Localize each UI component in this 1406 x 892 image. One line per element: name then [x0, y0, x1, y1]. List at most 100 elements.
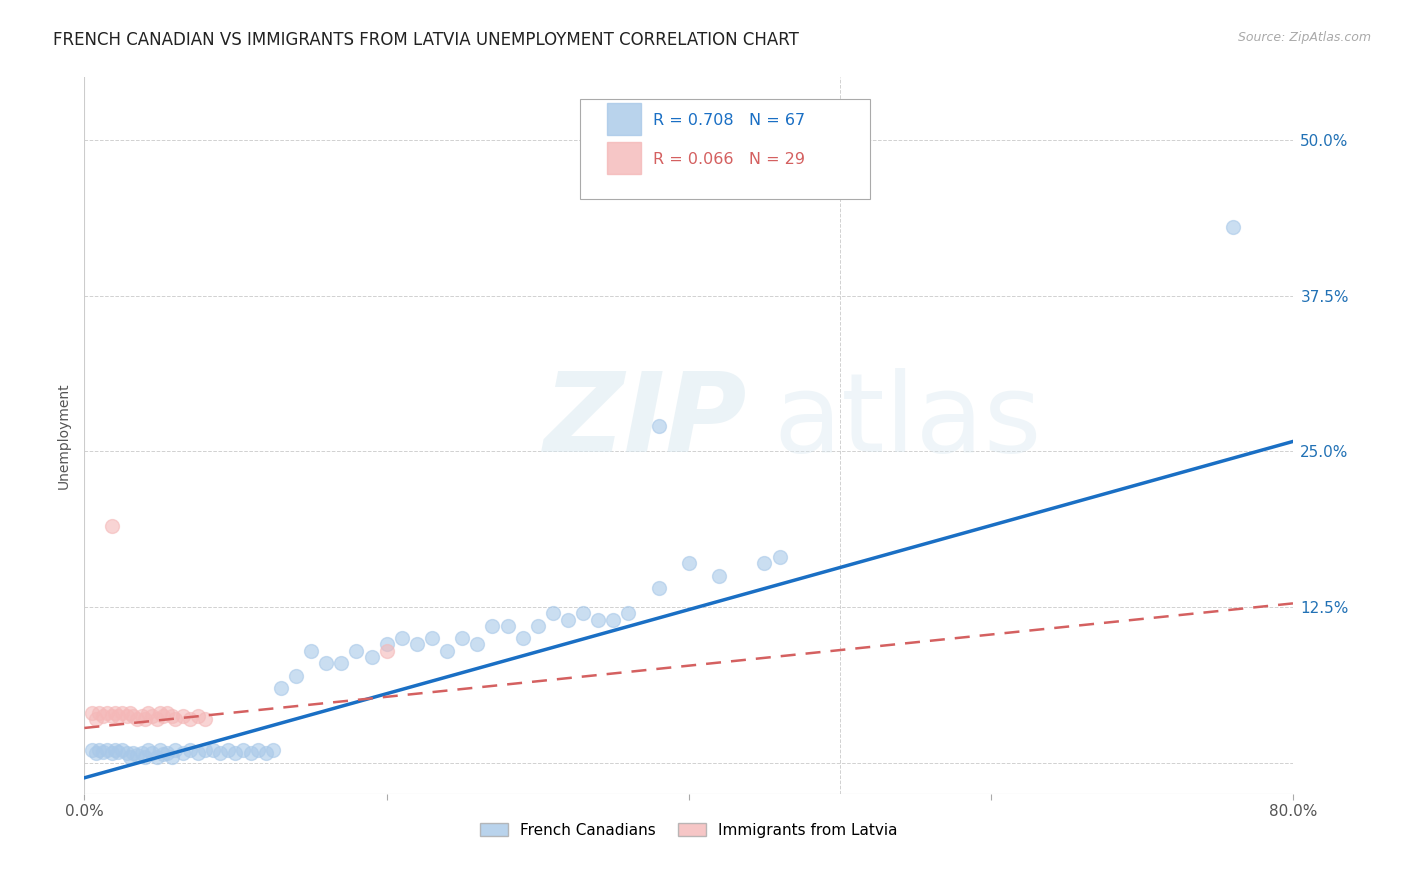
Text: FRENCH CANADIAN VS IMMIGRANTS FROM LATVIA UNEMPLOYMENT CORRELATION CHART: FRENCH CANADIAN VS IMMIGRANTS FROM LATVI… — [53, 31, 799, 49]
Point — [768, 550, 790, 565]
Point — [647, 419, 669, 434]
Point — [284, 668, 307, 682]
Point — [104, 706, 127, 720]
Point — [299, 643, 322, 657]
Point — [91, 708, 114, 723]
Point — [141, 708, 163, 723]
Point — [165, 712, 187, 726]
Point — [89, 706, 111, 720]
FancyBboxPatch shape — [581, 99, 870, 199]
Point — [179, 712, 201, 726]
Point — [465, 637, 488, 651]
Point — [104, 743, 127, 757]
Point — [86, 746, 108, 760]
Point — [111, 706, 134, 720]
Point — [754, 557, 776, 571]
Bar — [606, 142, 641, 174]
Point — [149, 743, 172, 757]
Point — [80, 706, 103, 720]
Bar — [606, 103, 641, 135]
Point — [96, 743, 118, 757]
Point — [134, 712, 156, 726]
Point — [80, 743, 103, 757]
Point — [602, 613, 624, 627]
Point — [146, 749, 169, 764]
Point — [121, 746, 143, 760]
Point — [375, 643, 398, 657]
Point — [107, 745, 129, 759]
Point — [100, 708, 122, 723]
Point — [160, 708, 183, 723]
Point — [152, 708, 174, 723]
Point — [707, 569, 730, 583]
Text: R = 0.066   N = 29: R = 0.066 N = 29 — [652, 153, 804, 168]
Point — [89, 743, 111, 757]
Point — [127, 748, 149, 763]
Point — [149, 706, 172, 720]
Point — [107, 708, 129, 723]
Point — [121, 708, 143, 723]
Point — [270, 681, 292, 695]
Point — [209, 746, 232, 760]
Point — [118, 706, 141, 720]
Point — [360, 649, 382, 664]
Point — [179, 743, 201, 757]
Point — [100, 519, 122, 533]
Point — [91, 745, 114, 759]
Point — [512, 632, 534, 646]
Point — [262, 743, 284, 757]
Text: atlas: atlas — [773, 368, 1042, 475]
Point — [127, 712, 149, 726]
Point — [115, 708, 138, 723]
Point — [375, 637, 398, 651]
Point — [131, 708, 153, 723]
Point — [496, 619, 519, 633]
Point — [1222, 219, 1244, 234]
Point — [254, 746, 277, 760]
Point — [187, 746, 209, 760]
Point — [165, 743, 187, 757]
Point — [115, 746, 138, 760]
Legend: French Canadians, Immigrants from Latvia: French Canadians, Immigrants from Latvia — [474, 816, 904, 844]
Point — [239, 746, 262, 760]
Point — [617, 607, 640, 621]
Text: ZIP: ZIP — [544, 368, 748, 475]
Point — [131, 746, 153, 760]
Point — [541, 607, 564, 621]
Text: Source: ZipAtlas.com: Source: ZipAtlas.com — [1237, 31, 1371, 45]
Point — [247, 743, 270, 757]
Point — [194, 712, 217, 726]
Y-axis label: Unemployment: Unemployment — [58, 383, 72, 489]
Point — [152, 747, 174, 761]
Point — [481, 619, 503, 633]
Point — [572, 607, 595, 621]
Point — [118, 749, 141, 764]
Point — [344, 643, 367, 657]
Point — [586, 613, 609, 627]
Point — [678, 557, 700, 571]
Point — [405, 637, 427, 651]
Point — [111, 743, 134, 757]
Point — [224, 746, 246, 760]
Point — [136, 743, 159, 757]
Point — [141, 746, 163, 760]
Point — [187, 708, 209, 723]
Point — [156, 706, 179, 720]
Point — [217, 743, 239, 757]
Point — [194, 743, 217, 757]
Point — [136, 706, 159, 720]
Text: R = 0.708   N = 67: R = 0.708 N = 67 — [652, 113, 804, 128]
Point — [436, 643, 458, 657]
Point — [156, 746, 179, 760]
Point — [391, 632, 413, 646]
Point — [172, 746, 194, 760]
Point — [96, 706, 118, 720]
Point — [86, 712, 108, 726]
Point — [526, 619, 548, 633]
Point — [330, 656, 353, 670]
Point — [160, 749, 183, 764]
Point — [100, 746, 122, 760]
Point — [172, 708, 194, 723]
Point — [232, 743, 254, 757]
Point — [201, 743, 224, 757]
